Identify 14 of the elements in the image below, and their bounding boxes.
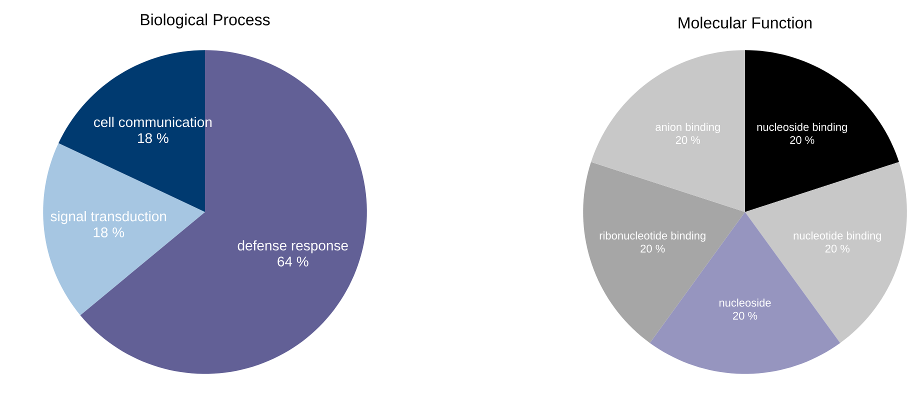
slice-label: cell communication	[94, 116, 212, 128]
chart-title: Biological Process	[140, 14, 270, 29]
data-label: 18 %	[94, 227, 124, 238]
data-label: 20 %	[640, 244, 665, 253]
data-label: 64 %	[278, 256, 308, 267]
slice-label: ribonucleotide binding	[600, 231, 706, 242]
slice-label: nucleoside binding	[757, 122, 847, 134]
slice-label: defense response	[238, 240, 348, 254]
slice-label: nucleoside	[719, 298, 771, 307]
data-label: 18 %	[138, 133, 168, 144]
chart-title: Molecular Function	[678, 16, 812, 28]
data-label: 20 %	[790, 136, 814, 144]
data-label: 20 %	[733, 312, 758, 320]
slice-label: signal transduction	[50, 211, 166, 224]
